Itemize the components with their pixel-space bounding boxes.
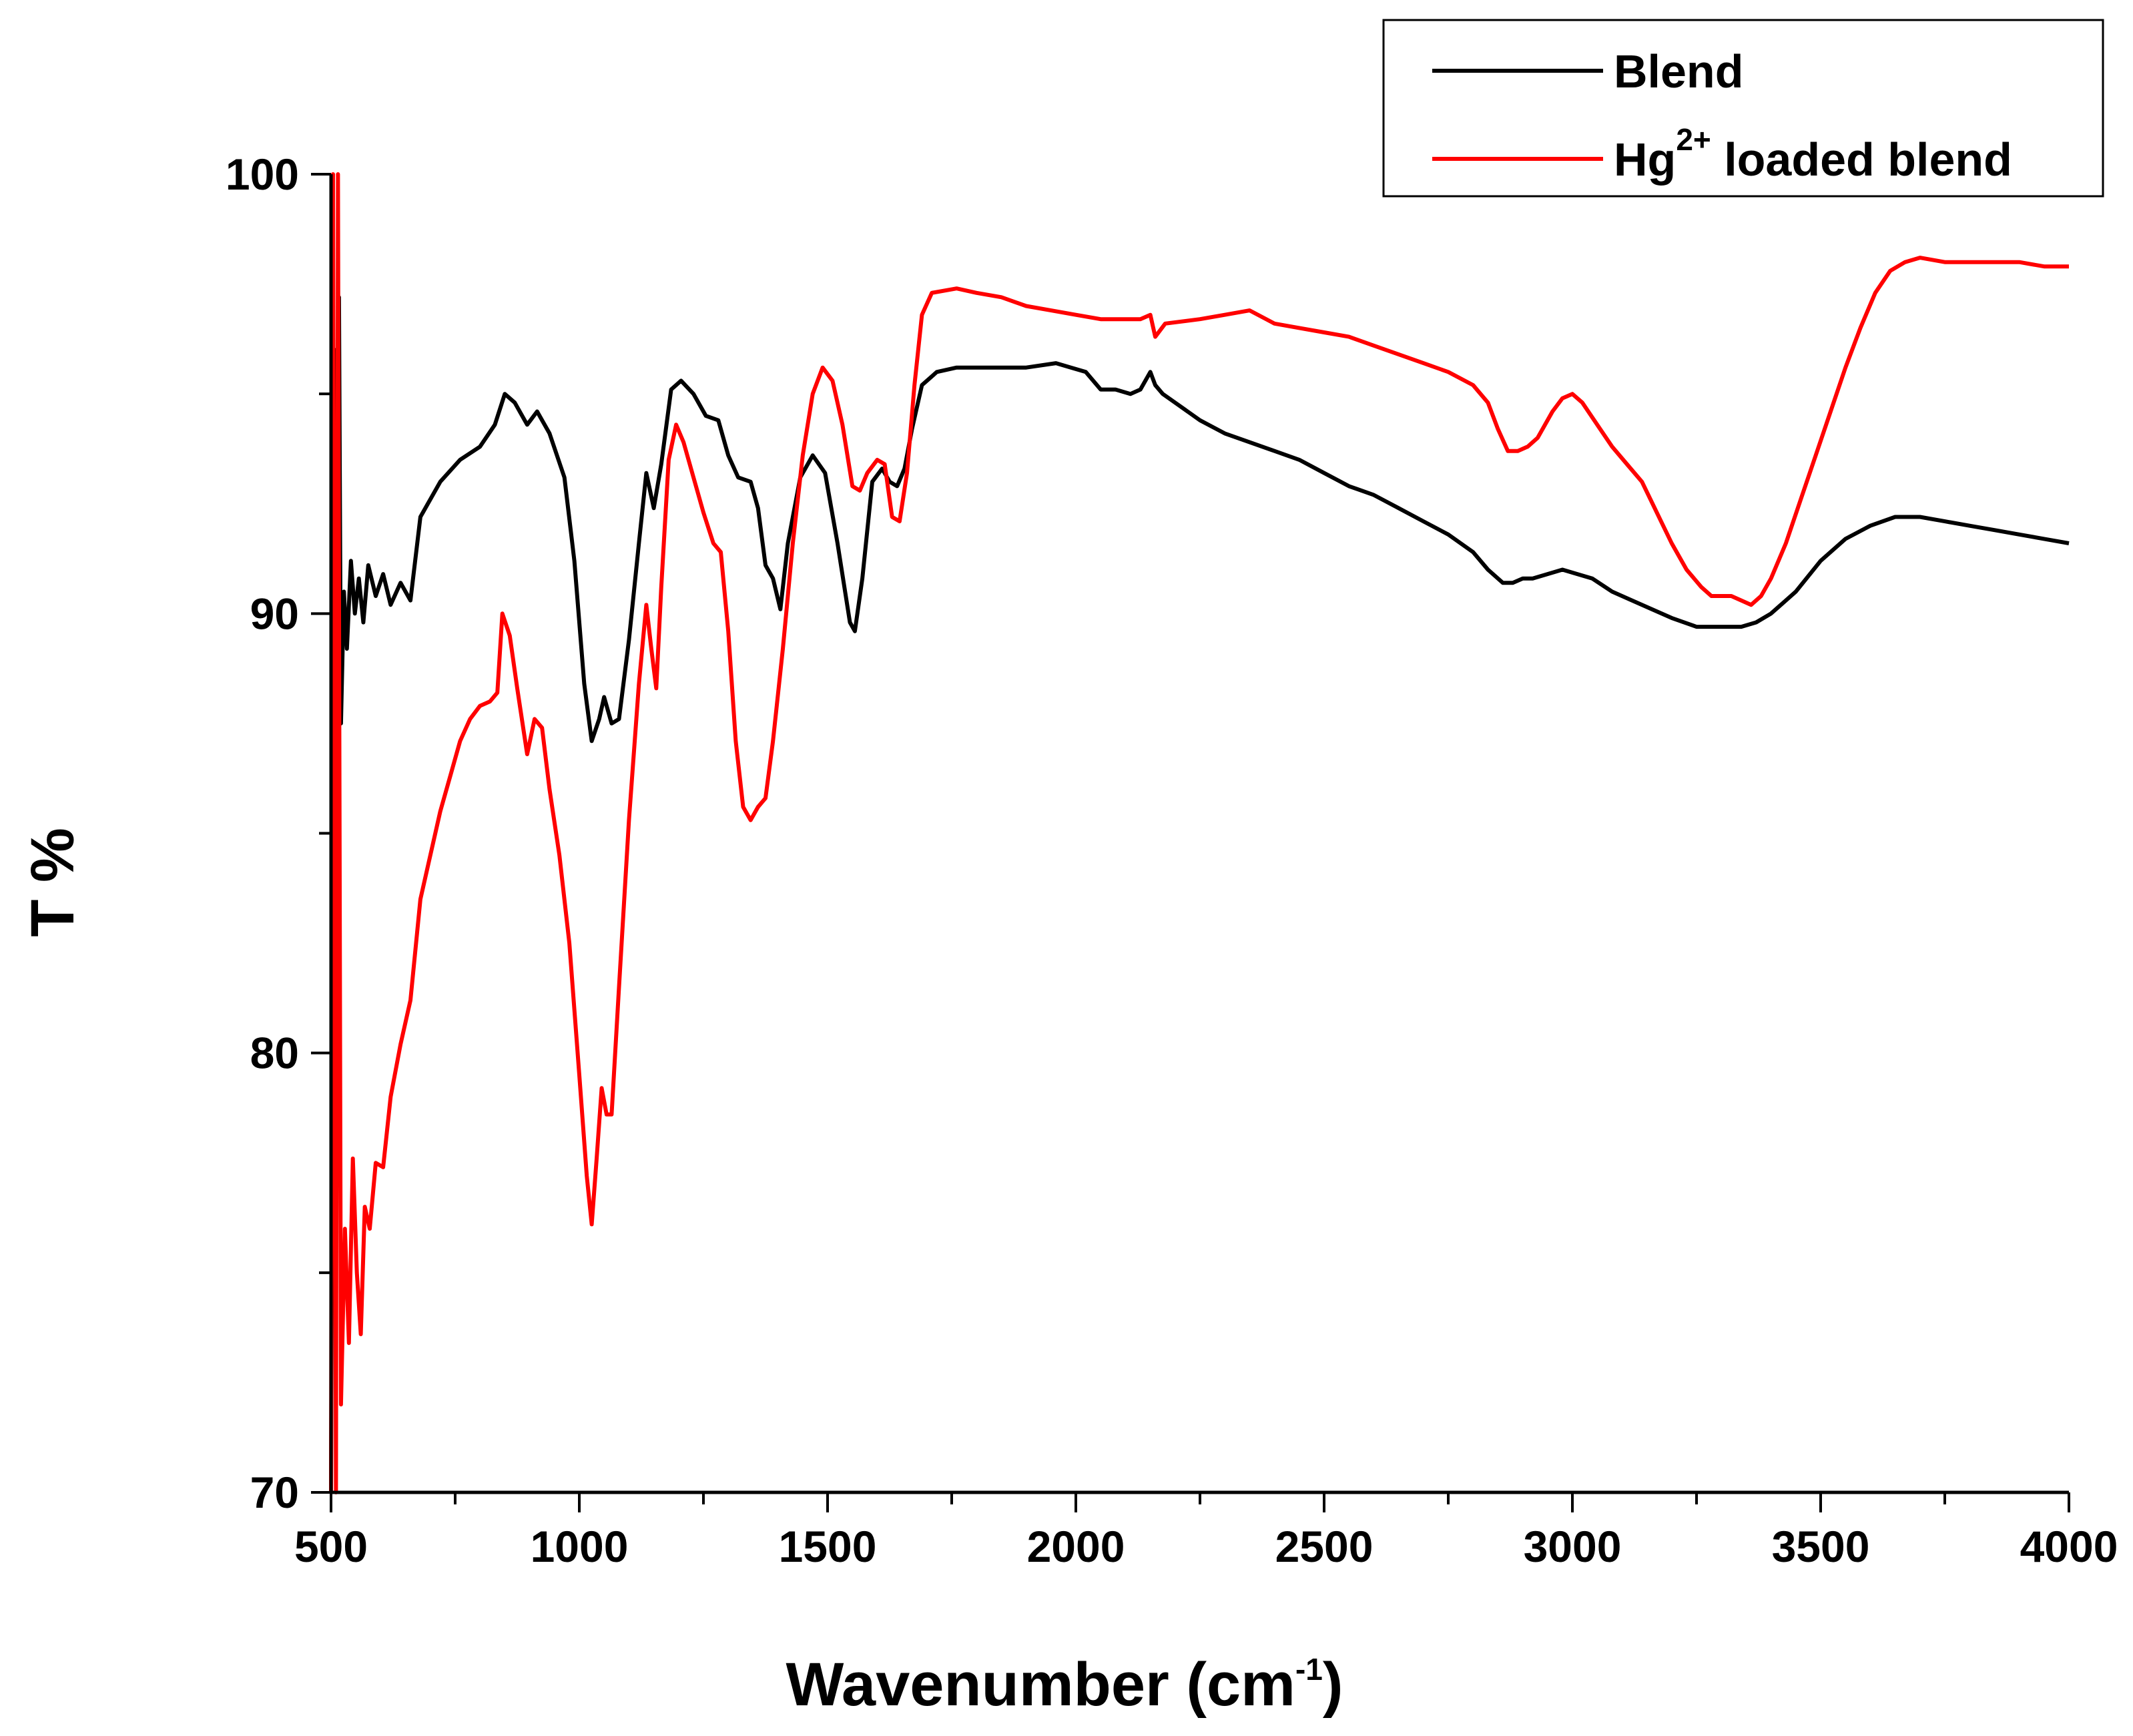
x-tick-label: 1000 xyxy=(531,1522,629,1571)
x-tick-label: 500 xyxy=(294,1522,368,1571)
y-tick-label: 100 xyxy=(226,150,299,199)
legend-box xyxy=(1382,19,2104,198)
x-axis-title: Wavenumber (cm-1) xyxy=(786,1651,1343,1719)
legend-label-blend: Blend xyxy=(1614,45,1743,97)
x-tick-label: 1500 xyxy=(779,1522,877,1571)
y-tick-label: 70 xyxy=(250,1468,299,1517)
x-axis-ticks: 500 1000 1500 2000 2500 3000 3500 4000 xyxy=(294,1492,2118,1571)
legend-label-hg-loaded-blend: Hg2+ loaded blend xyxy=(1614,122,2012,186)
x-tick-label: 2000 xyxy=(1027,1522,1125,1571)
y-axis-title: T % xyxy=(19,828,87,937)
y-tick-label: 90 xyxy=(250,589,299,638)
plot-area: 500 1000 1500 2000 2500 3000 3500 4000 70 80 90 10… xyxy=(226,150,2118,1571)
x-tick-label: 3000 xyxy=(1524,1522,1622,1571)
x-tick-label: 4000 xyxy=(2020,1522,2118,1571)
series-line-hg-loaded-blend xyxy=(329,172,2069,1494)
y-axis-ticks: 70 80 90 100 xyxy=(226,150,331,1517)
x-tick-label: 2500 xyxy=(1275,1522,1374,1571)
series-layer xyxy=(329,172,2070,1494)
legend: Blend Hg2+ loaded blend xyxy=(1382,19,2104,198)
y-tick-label: 80 xyxy=(250,1029,299,1078)
x-tick-label: 3500 xyxy=(1772,1522,1870,1571)
